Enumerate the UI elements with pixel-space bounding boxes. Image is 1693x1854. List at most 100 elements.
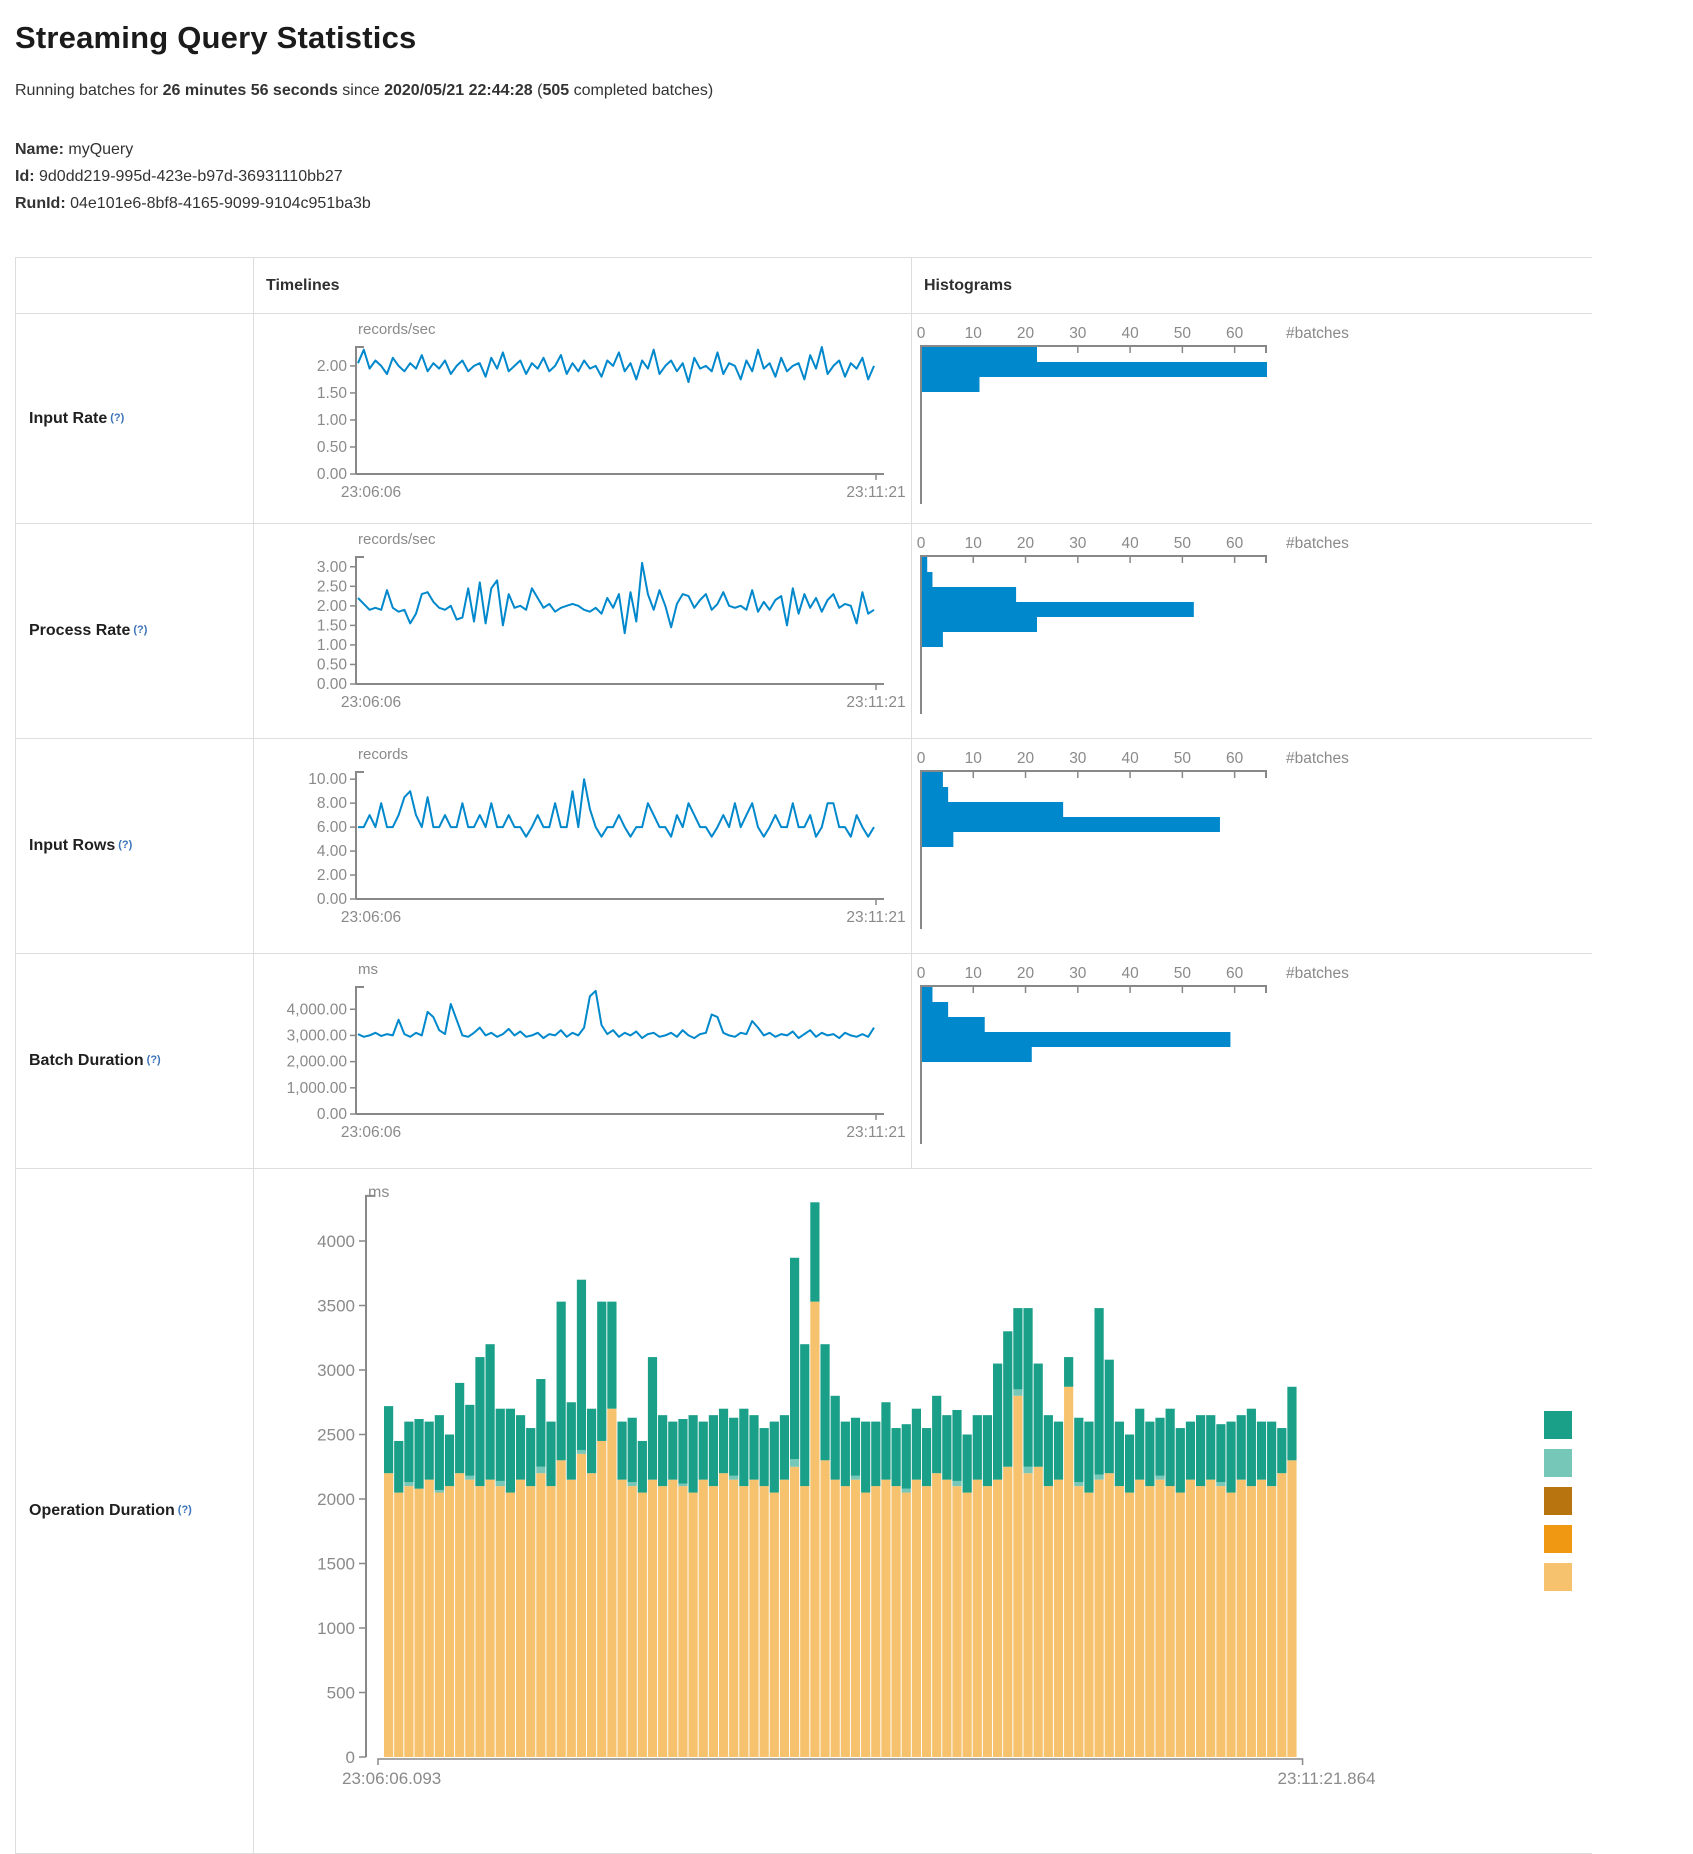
summary-text: since xyxy=(337,82,385,99)
input-rate-histogram-chart: 0 10 20 30 40 50 60 #batches xyxy=(917,325,1349,504)
id-label: Id: xyxy=(15,168,35,185)
process-rate-timeline-cell: records/sec 0.00 0.50 1.00 1.50 2.00 2.50 3.00 2… xyxy=(254,523,912,738)
input-rate-histogram-cell: 0 10 20 30 40 50 60 #batches xyxy=(912,313,1592,523)
legend-swatch xyxy=(1544,1563,1572,1591)
header-empty-cell xyxy=(16,258,254,313)
svg-text:4.00: 4.00 xyxy=(317,843,348,860)
tooltip-icon[interactable]: (?) xyxy=(177,1504,192,1516)
row-label-text: Input Rate xyxy=(29,409,108,427)
svg-text:#batches: #batches xyxy=(1286,535,1349,552)
svg-text:23:06:06: 23:06:06 xyxy=(341,1124,401,1141)
input-rows-timeline-chart: records 0.00 2.00 4.00 6.00 8.00 10.00 23:06:06… xyxy=(308,746,905,926)
batch-duration-histogram-chart: 0 10 20 30 40 50 60 #batches xyxy=(917,965,1349,1144)
tooltip-icon[interactable]: (?) xyxy=(118,839,133,851)
svg-text:ms: ms xyxy=(368,1184,389,1201)
svg-text:8.00: 8.00 xyxy=(317,795,348,812)
summary-text: completed batches) xyxy=(569,82,714,99)
svg-text:40: 40 xyxy=(1121,325,1139,342)
svg-text:20: 20 xyxy=(1017,750,1035,767)
tooltip-icon[interactable]: (?) xyxy=(146,1054,161,1066)
row-label-text: Input Rows xyxy=(29,837,116,854)
svg-text:3000: 3000 xyxy=(317,1361,355,1380)
svg-text:records: records xyxy=(358,746,408,763)
running-duration: 26 minutes 56 seconds xyxy=(162,82,338,99)
svg-text:40: 40 xyxy=(1121,750,1139,767)
batch-duration-histogram-cell: 0 10 20 30 40 50 60 #batches xyxy=(912,953,1592,1168)
summary-text: Running batches for xyxy=(15,82,163,99)
svg-text:30: 30 xyxy=(1069,535,1087,552)
svg-text:60: 60 xyxy=(1226,750,1244,767)
legend-swatch xyxy=(1544,1487,1572,1515)
statistics-table: Timelines Histograms Input Rate (?) reco… xyxy=(15,257,1592,1854)
svg-text:2.50: 2.50 xyxy=(317,578,348,595)
summary-text: ( xyxy=(532,82,543,99)
query-name-row: Name: myQuery xyxy=(15,136,1693,163)
svg-text:3.00: 3.00 xyxy=(317,559,348,576)
svg-text:20: 20 xyxy=(1017,535,1035,552)
batch-duration-timeline-chart: ms 0.00 1,000.00 2,000.00 3,000.00 4,000.00 23… xyxy=(287,961,906,1141)
svg-text:10: 10 xyxy=(965,535,983,552)
svg-text:20: 20 xyxy=(1017,325,1035,342)
tooltip-icon[interactable]: (?) xyxy=(110,411,125,424)
svg-text:ms: ms xyxy=(358,961,378,978)
id-value: 9d0dd219-995d-423e-b97d-36931110bb27 xyxy=(39,168,343,185)
page-title: Streaming Query Statistics xyxy=(15,20,417,55)
svg-text:20: 20 xyxy=(1017,965,1035,982)
runid-label: RunId: xyxy=(15,195,66,212)
input-rows-histogram-chart: 0 10 20 30 40 50 60 #batches xyxy=(917,750,1349,929)
svg-text:500: 500 xyxy=(327,1684,355,1703)
tooltip-icon[interactable]: (?) xyxy=(133,624,148,636)
svg-text:records/sec: records/sec xyxy=(358,321,436,338)
query-id-row: Id: 9d0dd219-995d-423e-b97d-36931110bb27 xyxy=(15,163,1693,190)
svg-text:0.00: 0.00 xyxy=(317,891,348,908)
process-rate-histogram-chart: 0 10 20 30 40 50 60 #batches xyxy=(917,535,1349,714)
svg-text:2.00: 2.00 xyxy=(317,867,348,884)
svg-text:23:11:21: 23:11:21 xyxy=(846,1124,905,1141)
row-label-batch-duration: Batch Duration (?) xyxy=(16,953,254,1168)
legend-swatch xyxy=(1544,1411,1572,1439)
svg-text:23:11:21: 23:11:21 xyxy=(846,484,905,501)
operation-duration-chart-cell: ms 0 500 1000 1500 2000 2500 3000 3500 4000 23:06:… xyxy=(254,1168,1592,1853)
svg-text:#batches: #batches xyxy=(1286,325,1349,342)
process-rate-histogram-cell: 0 10 20 30 40 50 60 #batches xyxy=(912,523,1592,738)
row-label-text: Batch Duration xyxy=(29,1052,144,1069)
svg-text:40: 40 xyxy=(1121,535,1139,552)
row-label-input-rate: Input Rate (?) xyxy=(16,313,254,523)
query-metadata: Name: myQuery Id: 9d0dd219-995d-423e-b97… xyxy=(15,136,1693,217)
svg-text:23:06:06: 23:06:06 xyxy=(341,484,401,501)
svg-text:10.00: 10.00 xyxy=(308,771,347,788)
row-label-operation-duration: Operation Duration (?) xyxy=(16,1168,254,1853)
svg-text:6.00: 6.00 xyxy=(317,819,348,836)
svg-text:#batches: #batches xyxy=(1286,965,1349,982)
operation-duration-stacked-chart: ms 0 500 1000 1500 2000 2500 3000 3500 4000 23:06:… xyxy=(317,1184,1572,1788)
svg-text:60: 60 xyxy=(1226,965,1244,982)
svg-text:60: 60 xyxy=(1226,325,1244,342)
input-rows-histogram-cell: 0 10 20 30 40 50 60 #batches xyxy=(912,738,1592,953)
svg-text:0: 0 xyxy=(917,325,926,342)
svg-text:4000: 4000 xyxy=(317,1232,355,1251)
header-timelines: Timelines xyxy=(254,258,912,313)
svg-text:0: 0 xyxy=(917,750,926,767)
row-label-input-rows: Input Rows (?) xyxy=(16,738,254,953)
batch-duration-timeline-cell: ms 0.00 1,000.00 2,000.00 3,000.00 4,000.00 23… xyxy=(254,953,912,1168)
running-batches-summary: Running batches for 26 minutes 56 second… xyxy=(15,82,1693,100)
svg-text:50: 50 xyxy=(1174,325,1192,342)
query-runid-row: RunId: 04e101e6-8bf8-4165-9099-9104c951b… xyxy=(15,190,1693,217)
svg-text:1.50: 1.50 xyxy=(317,617,348,634)
svg-text:50: 50 xyxy=(1174,535,1192,552)
svg-text:23:11:21: 23:11:21 xyxy=(846,909,905,926)
process-rate-timeline-chart: records/sec 0.00 0.50 1.00 1.50 2.00 2.50 3.00 2… xyxy=(317,531,906,711)
svg-text:40: 40 xyxy=(1121,965,1139,982)
svg-text:1,000.00: 1,000.00 xyxy=(287,1080,348,1097)
legend-swatch xyxy=(1544,1525,1572,1553)
svg-text:0: 0 xyxy=(917,965,926,982)
svg-text:0.50: 0.50 xyxy=(317,439,348,456)
svg-text:records/sec: records/sec xyxy=(358,531,436,548)
input-rate-timeline-cell: records/sec 0.00 0.50 1.00 1.50 2.00 23:06:06 2… xyxy=(254,313,912,523)
svg-text:1500: 1500 xyxy=(317,1555,355,1574)
svg-text:2.00: 2.00 xyxy=(317,598,348,615)
svg-text:1.50: 1.50 xyxy=(317,385,348,402)
runid-value: 04e101e6-8bf8-4165-9099-9104c951ba3b xyxy=(70,195,371,212)
svg-text:0.00: 0.00 xyxy=(317,1106,348,1123)
